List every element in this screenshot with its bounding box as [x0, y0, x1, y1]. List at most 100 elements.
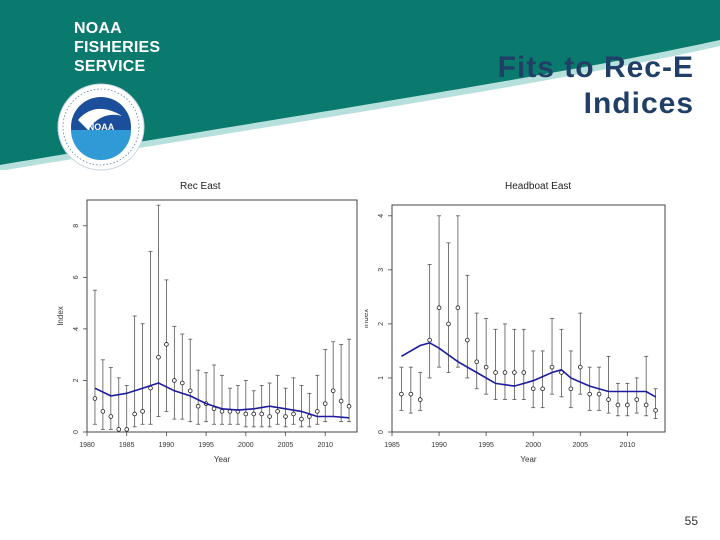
headboat-east-fitted-line: [401, 341, 656, 398]
header-banner: [0, 0, 720, 170]
rec-east-x-tick-label-2010: 2010: [317, 442, 333, 449]
rec-east-observed-point-1985: [124, 427, 130, 432]
logo-line-service: SERVICE: [74, 58, 146, 75]
rec-east-observed-point-2010: [322, 401, 328, 406]
rec-east-x-tick-label-1995: 1995: [198, 442, 214, 449]
rec-east-y-tick-label-8: 8: [73, 224, 80, 228]
rec-east-observed-point-1981: [92, 396, 98, 401]
banner-background: [0, 0, 720, 165]
rec-east-observed-point-2003: [267, 414, 272, 419]
rec-east-observed-point-1994: [195, 403, 201, 409]
headboat-east-observed-point-2009: [615, 402, 621, 408]
headboat-east-observed-point-2001: [540, 386, 545, 392]
rec-east-y-tick-label-0: 0: [73, 430, 80, 434]
headboat-east-observed-point-1996: [493, 370, 498, 375]
rec-east-fitted-line: [94, 382, 350, 419]
headboat-east-observed-point-2008: [606, 397, 611, 402]
rec-east-y-tick-label-2: 2: [73, 378, 80, 382]
headboat-east-observed-point-1995: [483, 364, 489, 370]
rec-east-x-tick-label-2000: 2000: [238, 442, 254, 449]
rec-east-y-tick-label-6: 6: [73, 275, 80, 279]
headboat-east-observed-point-1989: [427, 337, 432, 343]
rec-east-observed-point-1982: [100, 409, 106, 414]
rec-east-observed-point-2005: [283, 414, 288, 419]
rec-east-observed-point-1983: [108, 414, 114, 419]
headboat-east-x-axis-label: Year: [520, 455, 537, 464]
rec-east-observed-point-2012: [338, 398, 344, 404]
rec-east-observed-point-2011: [330, 388, 336, 394]
headboat-east-observed-point-1988: [417, 397, 423, 402]
headboat-east-observed-point-1992: [455, 305, 461, 310]
rec-east-observed-point-1984: [116, 427, 122, 432]
seal-label: NOAA: [88, 122, 115, 132]
slide-title-line-1: Fits to Rec-E: [497, 51, 694, 84]
rec-east-plot-frame: [86, 199, 358, 433]
rec-east-observed-point-1997: [219, 409, 225, 414]
rec-east-observed-point-2000: [243, 411, 249, 417]
headboat-east-observed-point-2011: [634, 397, 640, 402]
rec-east-x-tick-label-1990: 1990: [159, 442, 175, 449]
headboat-east-observed-point-2007: [596, 391, 602, 397]
headboat-east-observed-point-1999: [521, 370, 527, 375]
headboat-east-y-tick-label-4: 4: [378, 214, 385, 218]
rec-east-observed-point-1986: [132, 411, 137, 417]
rec-east-observed-point-1987: [140, 409, 145, 414]
headboat-east-observed-point-2000: [530, 386, 536, 392]
headboat-east-x-tick-label-1990: 1990: [431, 442, 447, 449]
headboat-east-y-tick-label-1: 1: [378, 376, 385, 380]
rec-east-observed-point-1991: [172, 378, 177, 383]
rec-east-observed-point-2007: [299, 416, 304, 422]
rec-east-observed-point-1993: [187, 388, 193, 394]
headboat-east-observed-point-1997: [502, 370, 508, 375]
rec-east-y-tick-label-4: 4: [73, 327, 80, 331]
rec-east-x-tick-label-1980: 1980: [79, 442, 95, 449]
rec-east-observed-point-2009: [314, 409, 320, 414]
headboat-east-observed-point-2002: [549, 364, 555, 370]
rec-east-observed-point-1990: [164, 342, 169, 347]
headboat-east-observed-point-1994: [474, 359, 480, 365]
headboat-east-x-tick-label-1985: 1985: [384, 442, 400, 449]
rec-east-y-axis-label: Index: [56, 306, 65, 326]
chart-headboat-east: 1985 1990 1995 2000 2005 2010 0 1 2 3 4 Year Index: [365, 204, 666, 464]
headboat-east-observed-point-1990: [436, 305, 442, 310]
headboat-east-observed-point-1991: [446, 321, 451, 327]
headboat-east-observed-point-2006: [587, 391, 592, 397]
headboat-east-x-tick-label-1995: 1995: [478, 442, 494, 449]
rec-east-x-axis-label: Year: [214, 455, 231, 464]
rec-east-observed-point-2004: [275, 409, 280, 414]
chart-title-headboat-east: Headboat East: [505, 181, 572, 192]
rec-east-x-tick-label-1985: 1985: [119, 442, 135, 449]
logo-line-noaa: NOAA: [74, 20, 122, 37]
rec-east-observed-point-2002: [259, 411, 265, 417]
logo-line-fisheries: FISHERIES: [74, 39, 161, 56]
page-number: 55: [684, 514, 698, 528]
headboat-east-x-tick-label-2000: 2000: [525, 442, 541, 449]
rec-east-observed-point-1989: [156, 354, 161, 360]
headboat-east-observed-point-2013: [653, 408, 658, 413]
rec-east-observed-point-1992: [179, 380, 185, 386]
headboat-east-y-axis-label: Index: [365, 309, 370, 329]
rec-east-observed-point-2001: [251, 411, 257, 417]
headboat-east-x-tick-label-2005: 2005: [572, 442, 588, 449]
rec-east-observed-point-2006: [291, 411, 296, 417]
headboat-east-observed-point-2010: [625, 402, 630, 408]
chart-title-rec-east: Rec East: [180, 181, 221, 192]
headboat-east-y-tick-label-0: 0: [378, 430, 385, 434]
slide-title: Fits to Rec-E Indices: [394, 50, 694, 122]
slide-title-line-2: Indices: [583, 87, 694, 120]
headboat-east-observed-point-2004: [568, 386, 574, 392]
rec-east-observed-point-2013: [346, 403, 352, 409]
headboat-east-observed-point-1993: [465, 337, 470, 343]
headboat-east-observed-point-2005: [577, 364, 583, 370]
banner-accent-stripe: [0, 40, 720, 170]
rec-east-x-tick-label-2005: 2005: [278, 442, 294, 449]
headboat-east-observed-point-1987: [408, 391, 414, 397]
chart-rec-east: 1980 1985 1990 1995 2000 2005 2010 0 2 4 6 8 Year Ind…: [56, 199, 358, 464]
headboat-east-observed-point-1986: [399, 391, 404, 397]
headboat-east-observed-point-1998: [512, 370, 517, 375]
noaa-seal-icon: NOAA: [57, 83, 145, 171]
headboat-east-y-tick-label-2: 2: [378, 322, 385, 326]
headboat-east-plot-frame: [391, 204, 666, 433]
headboat-east-observed-point-2012: [643, 402, 649, 408]
headboat-east-x-tick-label-2010: 2010: [620, 442, 636, 449]
